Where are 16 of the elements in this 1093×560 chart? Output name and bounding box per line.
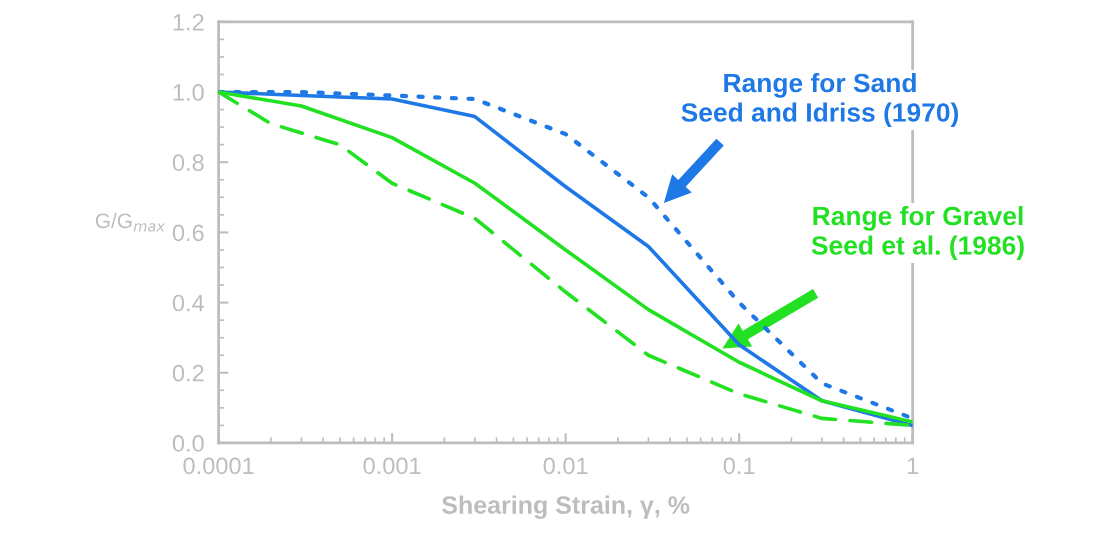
x-tick-label: 0.01 <box>543 457 588 475</box>
annotation: Range for Sand Seed and Idriss (1970) <box>681 72 959 128</box>
y-tick-label: 0.8 <box>172 154 204 171</box>
y-tick-label: 0.4 <box>172 294 205 312</box>
x-tick-label: 0.0001 <box>183 457 254 475</box>
y-axis-title: G/G$_{max}$ <box>95 212 166 232</box>
x-tick-label: 1 <box>907 457 919 474</box>
y-tick-label: 0.6 <box>172 224 204 242</box>
x-tick-label: 0.001 <box>363 457 421 475</box>
y-tick-label: 1.2 <box>173 13 204 31</box>
x-tick-label: 0.1 <box>723 457 755 475</box>
y-tick-label: 0.2 <box>172 364 204 382</box>
y-tick-label: 1.0 <box>173 84 204 101</box>
x-axis-title: Shearing Strain, γ, % <box>442 495 690 519</box>
annotation: Range for Gravel Seed et al. (1986) <box>811 205 1024 261</box>
y-tick-label: 0.0 <box>172 435 204 452</box>
